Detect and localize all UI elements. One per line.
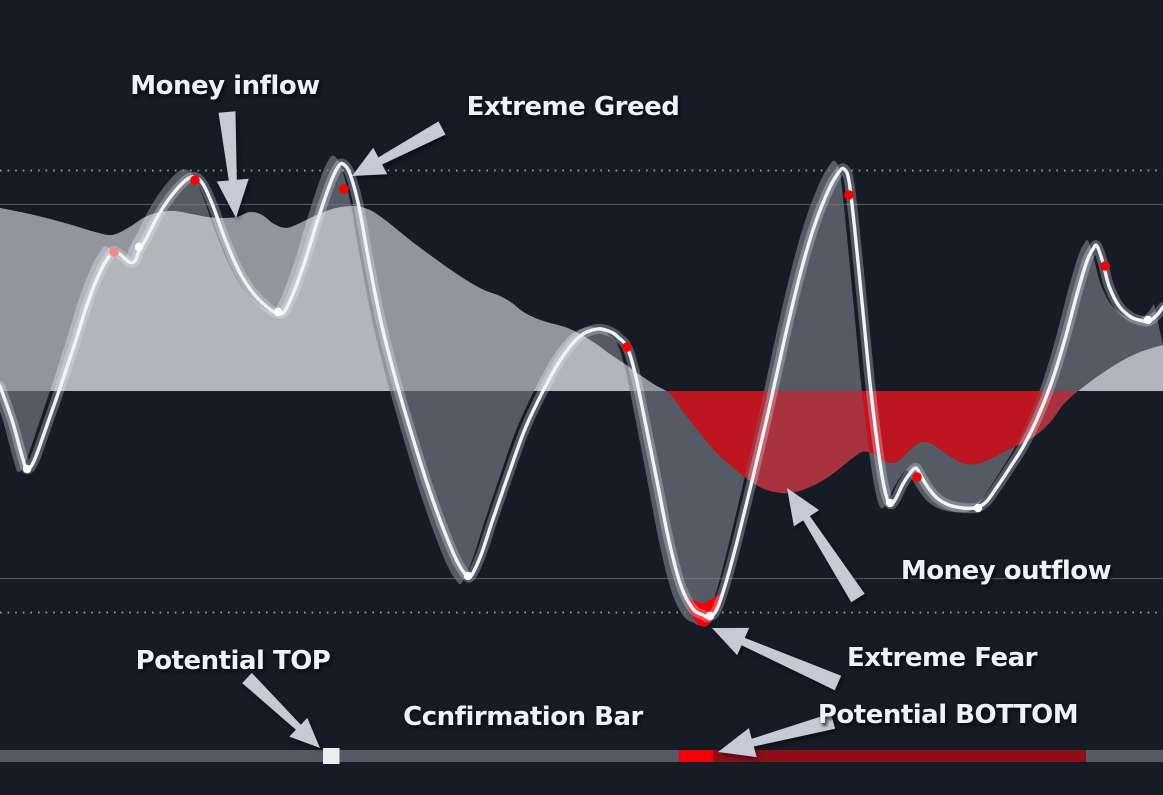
confirmation-segment-neutral [1086, 750, 1163, 762]
annotation-arrows [216, 111, 865, 758]
extreme-greed-arrow-icon [352, 121, 446, 176]
white-signal-dot [885, 498, 895, 508]
confirmation-segment-neutral [0, 750, 323, 762]
potential-bottom-arrow-icon [718, 713, 836, 758]
money-inflow-label: Money inflow [130, 71, 320, 101]
confirmation-bar-label: Ccnfirmation Bar [403, 702, 643, 732]
pink-signal-dot [109, 247, 119, 257]
potential-bottom-label: Potential BOTTOM [817, 700, 1079, 730]
potential-top-arrow-icon [242, 672, 320, 748]
white-signal-dot [463, 571, 473, 581]
confirmation-strip[interactable] [0, 748, 1163, 764]
money-outflow-label: Money outflow [900, 556, 1112, 586]
confirmation-segment-potential-top [323, 748, 340, 764]
white-signal-dot [273, 307, 283, 317]
white-signal-dot [973, 503, 983, 513]
money-inflow-arrow-icon [216, 111, 249, 218]
red-signal-dot [844, 190, 854, 200]
white-signal-dot [134, 242, 144, 252]
white-signal-dot [705, 611, 715, 621]
confirmation-segment-neutral [339, 750, 679, 762]
red-signal-dot [912, 472, 922, 482]
extreme-greed-label: Extreme Greed [466, 92, 680, 122]
confirmation-segment-potential-bottom [679, 750, 713, 762]
red-signal-dot [1100, 261, 1110, 271]
white-signal-dot [22, 464, 32, 474]
extreme-fear-label: Extreme Fear [847, 643, 1037, 673]
confirmation-segment-bearish-confirmation [713, 750, 1086, 762]
extreme-fear-arrow-icon [712, 627, 842, 691]
white-signal-dot [1143, 315, 1153, 325]
money-outflow-arrow-icon [787, 488, 865, 603]
extreme-fear-cap [684, 593, 724, 627]
red-signal-dot [622, 342, 632, 352]
potential-top-label: Potential TOP [135, 646, 331, 676]
red-signal-dot [190, 175, 200, 185]
red-signal-dot [339, 184, 349, 194]
